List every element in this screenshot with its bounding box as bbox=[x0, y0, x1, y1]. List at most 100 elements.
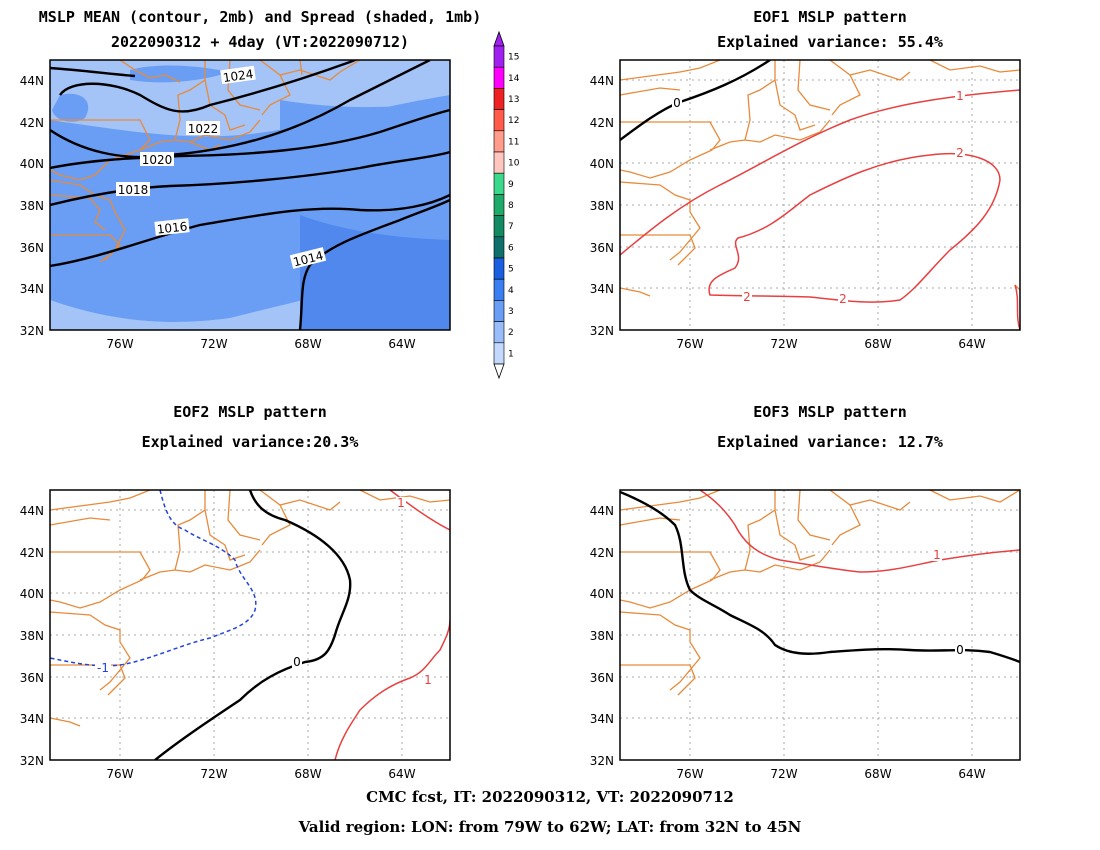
colorbar-label: 11 bbox=[508, 137, 519, 147]
svg-text:32N: 32N bbox=[590, 324, 614, 338]
map-frame bbox=[49, 59, 451, 331]
lon-axis-labels: 76W 72W 68W 64W bbox=[106, 767, 415, 781]
spread-3mb-shading bbox=[300, 215, 450, 330]
svg-text:38N: 38N bbox=[20, 199, 44, 213]
footer-valid-region: Valid region: LON: from 79W to 62W; LAT:… bbox=[298, 818, 802, 836]
eof3-variance: Explained variance: 12.7% bbox=[717, 433, 943, 451]
coastline-and-borders bbox=[50, 490, 450, 727]
svg-text:34N: 34N bbox=[20, 712, 44, 726]
svg-text:36N: 36N bbox=[20, 671, 44, 685]
svg-text:32N: 32N bbox=[20, 324, 44, 338]
spread-colorbar: 15 14 13 12 11 10 9 8 7 6 5 4 3 2 1 bbox=[493, 30, 520, 380]
svg-text:72W: 72W bbox=[200, 767, 227, 781]
svg-text:42N: 42N bbox=[590, 546, 614, 560]
svg-text:2: 2 bbox=[956, 146, 964, 160]
isobar-label-1024: 1024 bbox=[222, 67, 254, 85]
svg-text:40N: 40N bbox=[20, 587, 44, 601]
svg-text:42N: 42N bbox=[20, 116, 44, 130]
svg-text:44N: 44N bbox=[20, 504, 44, 518]
svg-text:68W: 68W bbox=[294, 337, 321, 351]
map-frame bbox=[49, 489, 451, 761]
svg-text:1: 1 bbox=[933, 548, 941, 562]
svg-text:64W: 64W bbox=[388, 337, 415, 351]
svg-text:64W: 64W bbox=[958, 337, 985, 351]
lat-axis-labels: 44N 42N 40N 38N 36N 34N 32N bbox=[20, 504, 44, 768]
map-frame bbox=[619, 489, 1021, 761]
colorbar-label: 13 bbox=[508, 95, 519, 105]
svg-text:40N: 40N bbox=[590, 587, 614, 601]
svg-text:76W: 76W bbox=[676, 767, 703, 781]
svg-text:36N: 36N bbox=[20, 241, 44, 255]
coastline-and-borders bbox=[620, 60, 1020, 297]
colorbar-label: 6 bbox=[508, 243, 514, 253]
isobar-label-1018: 1018 bbox=[118, 183, 149, 197]
svg-text:34N: 34N bbox=[20, 282, 44, 296]
eof2-contour-labels: -1 0 1 1 bbox=[95, 496, 433, 687]
eof3-contour-labels: 1 0 bbox=[932, 548, 965, 657]
eof1-contour-labels: 0 1 2 2 2 bbox=[672, 89, 965, 306]
lat-axis-labels: 44N 42N 40N 38N 36N 34N 32N bbox=[590, 74, 614, 338]
isobars bbox=[50, 60, 450, 330]
eof2-title: EOF2 MSLP pattern bbox=[173, 403, 327, 421]
svg-text:38N: 38N bbox=[20, 629, 44, 643]
svg-text:42N: 42N bbox=[20, 546, 44, 560]
eof3-title: EOF3 MSLP pattern bbox=[753, 403, 907, 421]
colorbar-label: 8 bbox=[508, 201, 514, 211]
coastline-and-borders bbox=[50, 60, 361, 263]
eof1-title: EOF1 MSLP pattern bbox=[753, 8, 907, 26]
map-frame bbox=[619, 59, 1021, 331]
lat-axis-labels: 44N 42N 40N 38N 36N 34N 32N bbox=[20, 74, 44, 338]
eof2-minus1-contour bbox=[50, 490, 257, 667]
footer-forecast-info: CMC fcst, IT: 2022090312, VT: 2022090712 bbox=[366, 788, 734, 806]
colorbar-bottom-arrow bbox=[493, 363, 505, 380]
colorbar-label: 14 bbox=[508, 74, 520, 84]
svg-text:1: 1 bbox=[956, 89, 964, 103]
colorbar-label: 9 bbox=[508, 180, 514, 190]
eof3-plus1-contour bbox=[699, 490, 1020, 573]
colorbar-label: 12 bbox=[508, 116, 519, 126]
svg-text:76W: 76W bbox=[106, 337, 133, 351]
isobar-label-1016: 1016 bbox=[156, 219, 188, 236]
eof2-zero-contour bbox=[154, 490, 352, 760]
isobar-label-1020: 1020 bbox=[142, 153, 173, 167]
svg-text:2: 2 bbox=[839, 292, 847, 306]
spread-2mb-shading bbox=[280, 100, 450, 144]
eof1-plus1-contour bbox=[620, 89, 1020, 256]
isobar-labels: 1024 1022 1020 1018 1016 1014 bbox=[116, 65, 327, 269]
colorbar-label: 10 bbox=[508, 159, 520, 169]
lon-axis-labels: 76W 72W 68W 64W bbox=[106, 337, 415, 351]
colorbar-label: 7 bbox=[508, 222, 514, 232]
eof3-zero-contour bbox=[620, 490, 1020, 664]
colorbar-label: 1 bbox=[508, 349, 514, 359]
svg-text:68W: 68W bbox=[294, 767, 321, 781]
svg-text:68W: 68W bbox=[864, 767, 891, 781]
svg-text:76W: 76W bbox=[106, 767, 133, 781]
graticule bbox=[620, 490, 1020, 760]
svg-text:72W: 72W bbox=[770, 337, 797, 351]
eof1-variance: Explained variance: 55.4% bbox=[717, 33, 943, 51]
svg-text:38N: 38N bbox=[590, 199, 614, 213]
svg-text:0: 0 bbox=[956, 643, 964, 657]
mean-title-line2: 2022090312 + 4day (VT:2022090712) bbox=[110, 33, 409, 51]
svg-text:68W: 68W bbox=[864, 337, 891, 351]
svg-text:-1: -1 bbox=[97, 661, 109, 675]
svg-text:42N: 42N bbox=[590, 116, 614, 130]
eof2-plus1-contour-top bbox=[389, 490, 450, 531]
spread-2mb-shading bbox=[52, 93, 89, 122]
svg-text:64W: 64W bbox=[958, 767, 985, 781]
svg-text:72W: 72W bbox=[200, 337, 227, 351]
colorbar-label: 15 bbox=[508, 53, 519, 63]
svg-text:44N: 44N bbox=[20, 74, 44, 88]
svg-text:36N: 36N bbox=[590, 241, 614, 255]
colorbar-label: 4 bbox=[508, 286, 514, 296]
lon-axis-labels: 76W 72W 68W 64W bbox=[676, 337, 985, 351]
svg-text:2: 2 bbox=[743, 290, 751, 304]
eof2-plus1-contour-bottom bbox=[334, 619, 450, 760]
svg-text:32N: 32N bbox=[590, 754, 614, 768]
lat-axis-labels: 44N 42N 40N 38N 36N 34N 32N bbox=[590, 504, 614, 768]
spread-1mb-shading bbox=[50, 300, 230, 330]
svg-text:64W: 64W bbox=[388, 767, 415, 781]
svg-text:34N: 34N bbox=[590, 712, 614, 726]
svg-text:40N: 40N bbox=[590, 157, 614, 171]
